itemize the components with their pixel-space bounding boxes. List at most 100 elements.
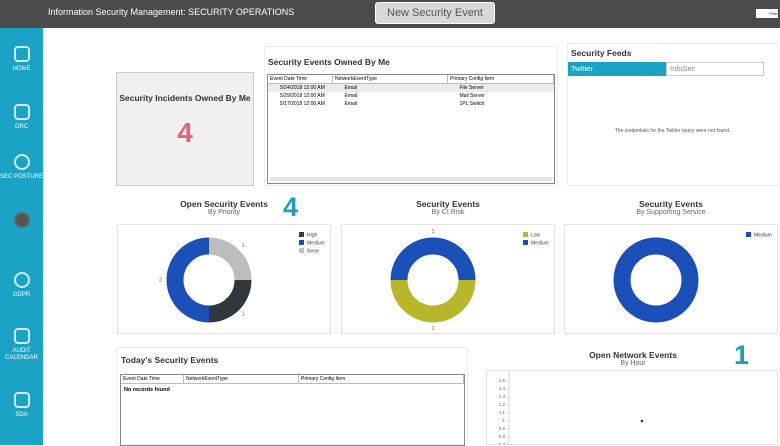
nav-item[interactable]: GRC <box>0 104 43 131</box>
cell: 5/17/2018 12:00 AM <box>280 101 325 107</box>
todays-events-panel: Today's Security Events Event Date Time N… <box>116 347 468 446</box>
empty-message: No records found <box>124 387 170 393</box>
legend-label: Medium <box>531 240 549 246</box>
nav-label: SEC POSTURE <box>0 174 44 180</box>
scrollbar[interactable] <box>270 177 552 181</box>
sidebar: HOME GRC SEC POSTURE GDPR AUDIT CALENDAR… <box>0 28 43 445</box>
data-label: 1 <box>242 312 245 318</box>
legend-label: Medium <box>307 240 325 246</box>
table: Event Date Time NetworkEventType Primary C… <box>121 375 464 384</box>
nav-label: HOME <box>12 66 31 72</box>
incidents-count: 4 <box>177 117 193 148</box>
y-tick-label: 1.1 <box>499 410 506 415</box>
y-tick-label: 1.2 <box>499 402 506 407</box>
nav-label: GRC <box>14 124 29 130</box>
panel-title: Security Feeds <box>571 48 632 58</box>
scatter-chart: 1.51.41.31.21.110.90.80.70.6 <box>486 370 778 445</box>
nav-item[interactable]: HOME <box>0 46 43 73</box>
nav-label: GDPR <box>12 292 31 298</box>
y-tick-label: 1 <box>502 418 505 423</box>
legend-label: Low <box>531 232 541 238</box>
data-label: 2 <box>159 277 162 283</box>
new-event-button[interactable]: New Security Event <box>375 2 495 24</box>
table-row[interactable]: 5/24/2018 12:00 AM Email File Server <box>268 83 554 92</box>
y-tick-label: 1.3 <box>499 394 506 399</box>
y-tick-label: 0.7 <box>499 442 506 445</box>
legend-swatch <box>523 240 528 245</box>
chart-title: Open Security Events <box>180 199 268 209</box>
nav-item[interactable]: AUDIT CALENDAR <box>0 328 43 362</box>
donut-segment <box>613 237 699 323</box>
donut-segment <box>166 237 210 323</box>
nav-item[interactable]: SEC POSTURE <box>0 154 43 181</box>
legend-label: None <box>307 248 319 254</box>
data-label: 1 <box>432 326 435 332</box>
count: 1 <box>734 340 750 370</box>
legend-swatch <box>299 232 304 237</box>
donut-segment <box>208 237 252 281</box>
todays-table: Event Date Time NetworkEventType Primary C… <box>120 374 465 446</box>
legend-swatch <box>299 240 304 245</box>
header: Information Security Management: SECURIT… <box>0 0 780 28</box>
chart-title: Security Events <box>639 199 703 209</box>
point <box>640 419 644 423</box>
y-tick-label: 0.9 <box>499 426 506 431</box>
events-owned-panel: Security Events Owned By Me Event Date T… <box>264 46 558 186</box>
cell: 5/24/2018 12:00 AM <box>280 85 325 91</box>
cell: Email <box>344 93 358 99</box>
cell: Email <box>344 101 358 107</box>
nav-item[interactable]: GDPR <box>0 272 43 299</box>
column-header: Primary Config Item <box>298 375 464 384</box>
chart-subtitle: By Hour <box>620 360 646 367</box>
donut-chart: 1 1 Low Medium <box>341 224 555 334</box>
y-tick-label: 0.8 <box>499 434 506 439</box>
column-header: Event Date Time <box>121 375 184 384</box>
cell: Mail Server <box>459 93 485 99</box>
donut-chart: 1 2 1 High Medium None <box>117 224 331 334</box>
cell: File Server <box>459 85 484 91</box>
donut-segment <box>208 279 252 323</box>
y-tick-label: 1.5 <box>499 378 506 383</box>
table-row[interactable]: 5/29/2018 12:00 AM Email Mail Server <box>268 92 554 100</box>
column-header: Event Date Time <box>268 75 333 84</box>
table-row[interactable]: 5/17/2018 12:00 AM Email 1PL Switch <box>268 100 554 108</box>
legend-label: Medium <box>754 232 772 238</box>
cell: 1PL Switch <box>459 101 485 107</box>
panel-title: Today's Security Events <box>121 355 219 365</box>
feed-message: The credentials for the Twitter query we… <box>614 128 731 134</box>
chart-subtitle: By Supporting Service <box>636 209 706 216</box>
legend-swatch <box>299 248 304 253</box>
legend-swatch <box>523 232 528 237</box>
count: 4 <box>283 192 299 222</box>
filter-button[interactable]: Filter <box>756 9 778 18</box>
column-header: NetworkEventType <box>332 75 448 84</box>
nav-label: SDA <box>15 412 28 418</box>
incidents-title: Security Incidents Owned By Me <box>119 93 251 103</box>
events-table: Event Date Time NetworkEventType Primary C… <box>267 74 555 184</box>
chart-subtitle: By Priority <box>208 209 240 216</box>
nav-item[interactable] <box>0 212 43 232</box>
cell: Email <box>344 85 358 91</box>
donut-segment <box>390 237 476 281</box>
app-title: Information Security Management: SECURIT… <box>48 7 295 17</box>
donut-segment <box>390 279 476 323</box>
panel-title: Security Events Owned By Me <box>268 57 390 67</box>
column-header: NetworkEventType <box>183 375 299 384</box>
legend-label: High <box>307 232 318 238</box>
chart-title: Open Network Events <box>589 350 677 360</box>
nav-item[interactable]: SDA <box>0 392 43 419</box>
donut-chart: Medium <box>564 224 778 334</box>
chart-subtitle: By CI Risk <box>431 209 465 216</box>
incidents-panel: Security Incidents Owned By Me 4 <box>116 72 254 186</box>
column-header: Primary Config Item <box>447 75 554 84</box>
table: Event Date Time NetworkEventType Primary C… <box>268 75 554 108</box>
data-label: 1 <box>242 243 245 249</box>
tab[interactable]: InfoSec <box>666 62 764 76</box>
tab[interactable]: Twitter <box>568 62 666 76</box>
data-label: 1 <box>432 229 435 235</box>
cell: 5/29/2018 12:00 AM <box>280 93 325 99</box>
y-tick-label: 1.4 <box>499 386 506 391</box>
feeds-panel: Security Feeds Twitter InfoSec The crede… <box>567 43 778 186</box>
legend-swatch <box>746 232 751 237</box>
chart-title: Security Events <box>416 199 480 209</box>
